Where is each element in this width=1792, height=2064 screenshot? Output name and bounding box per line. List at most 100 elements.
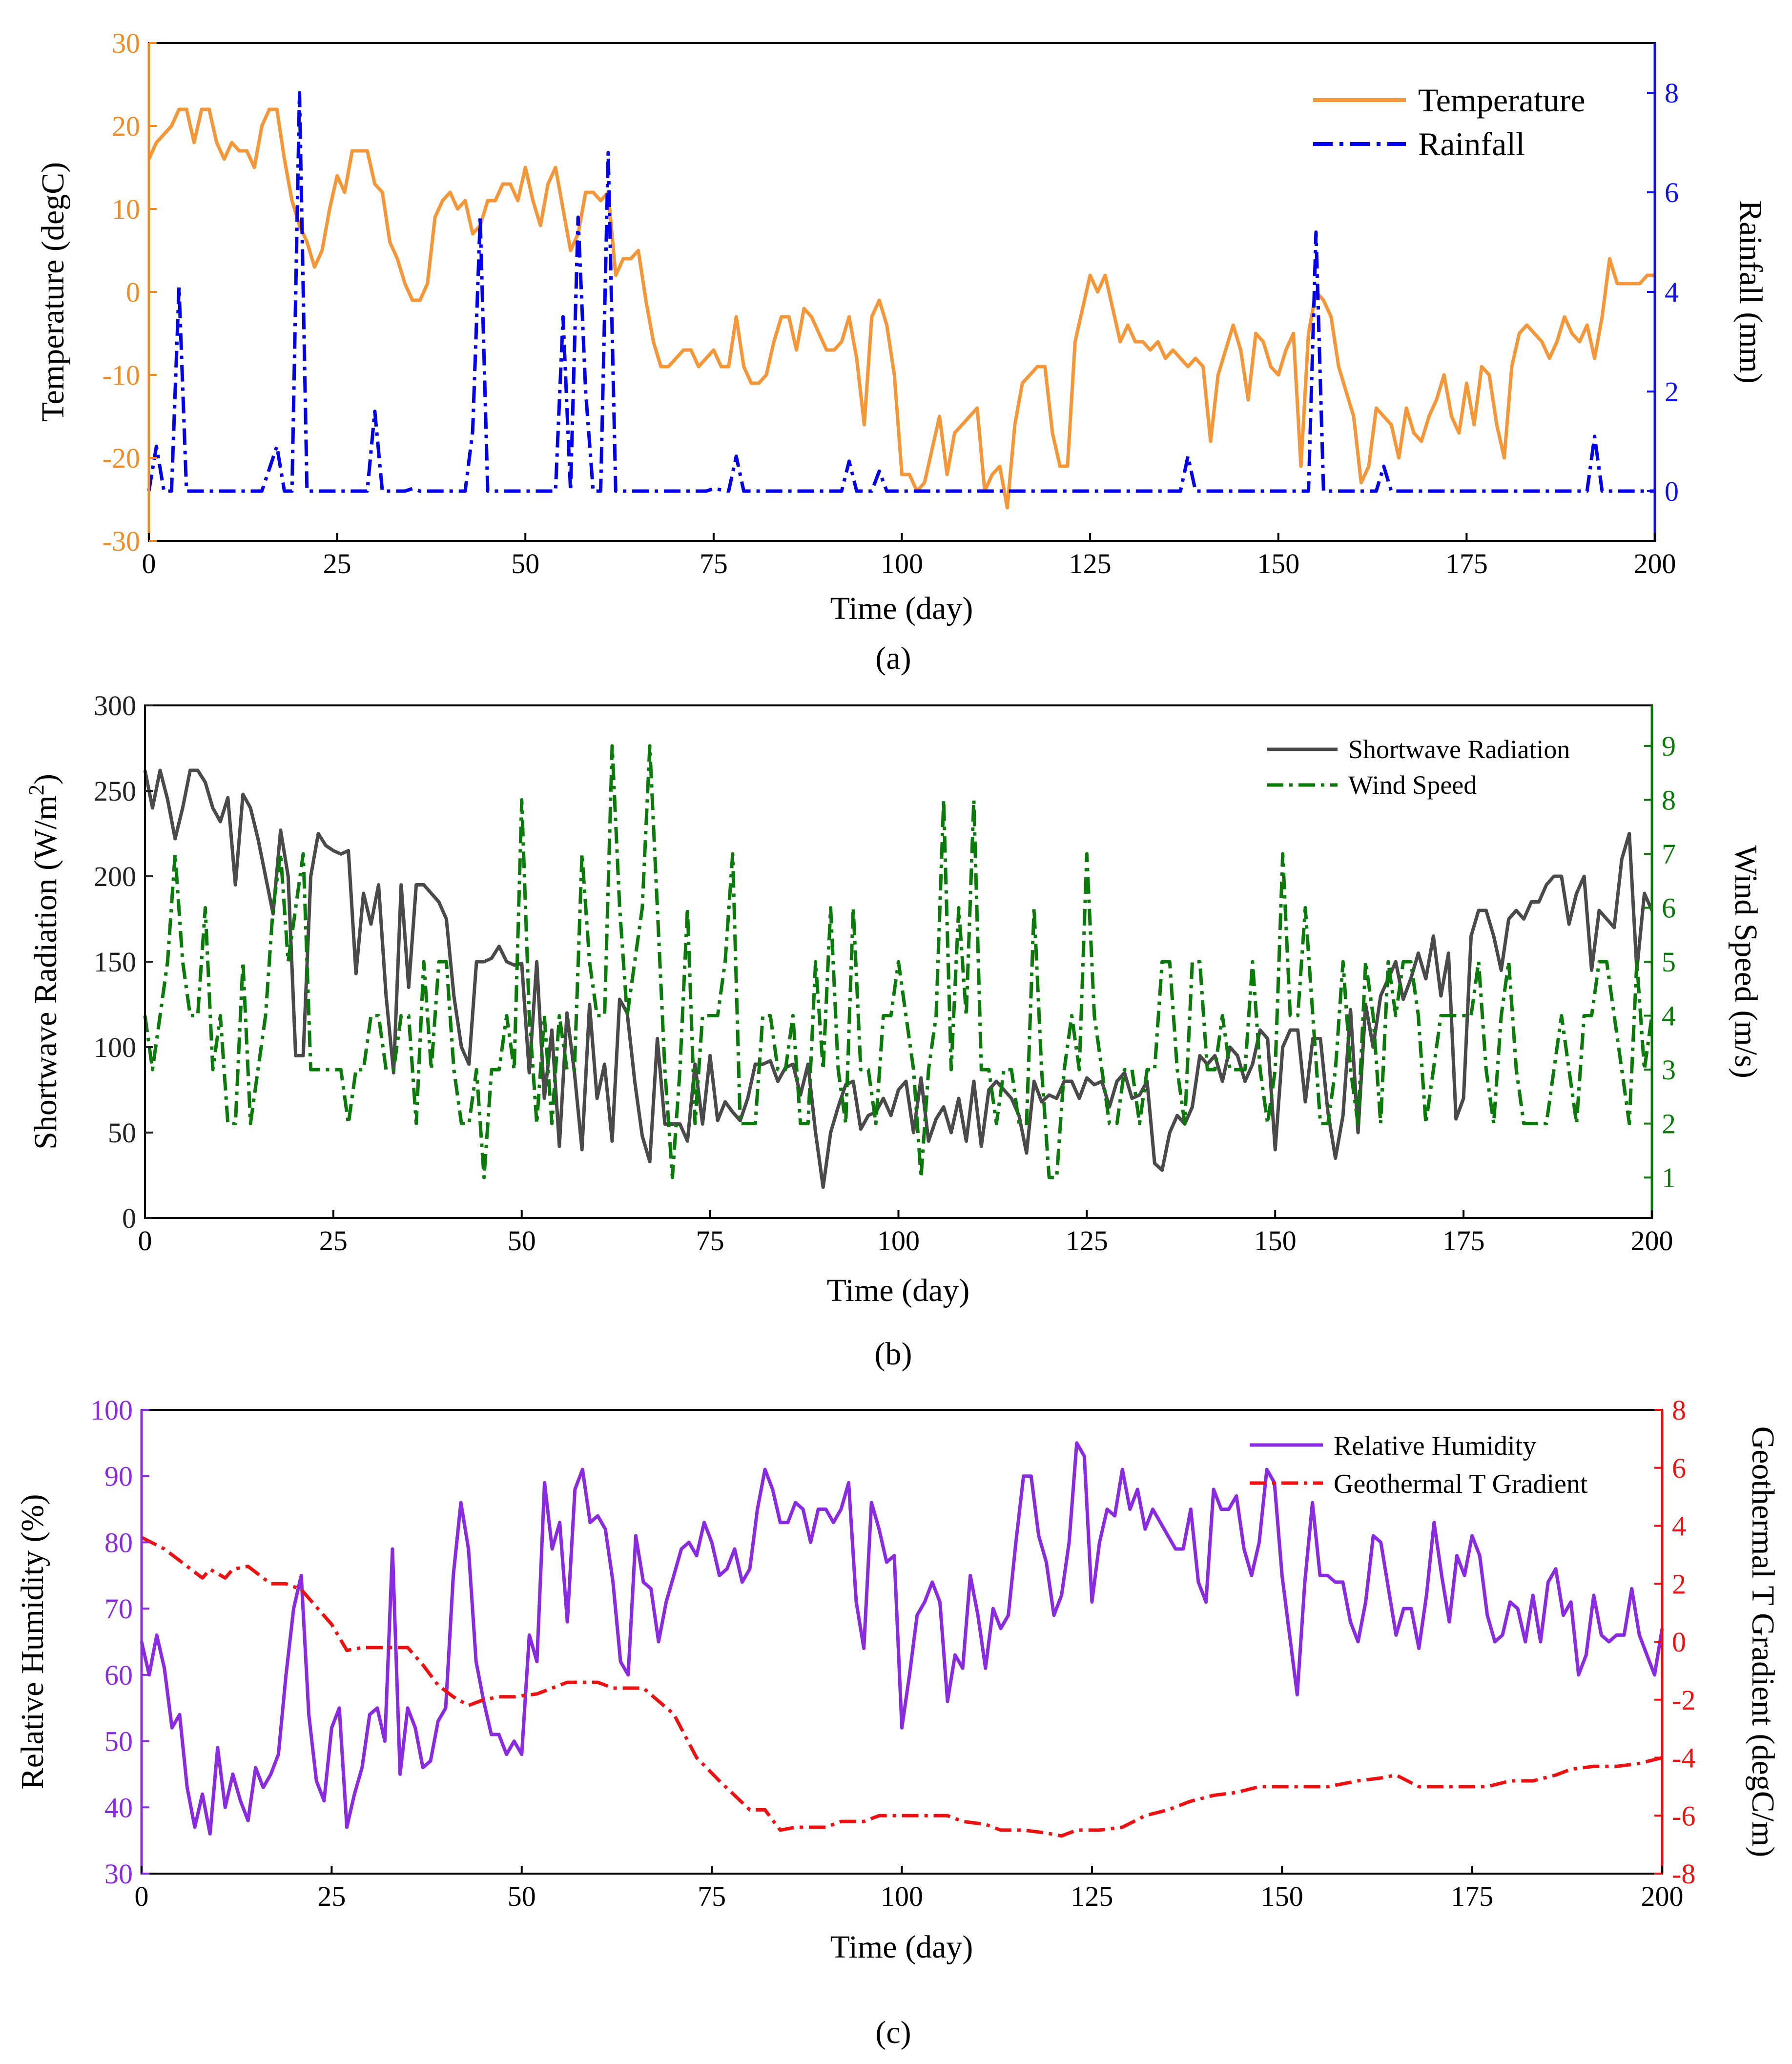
panel-b-xtick-label: 0 bbox=[138, 1225, 152, 1257]
panel-a-xtick-label: 200 bbox=[1634, 548, 1676, 579]
panel-c-series-geothermal-t-gradient bbox=[141, 1536, 1663, 1838]
panel-b-legend-label-shortwave: Shortwave Radiation bbox=[1348, 735, 1570, 764]
panel-c-legend-label-humidity: Relative Humidity bbox=[1334, 1431, 1536, 1461]
panel-c-xtick-label: 75 bbox=[698, 1880, 726, 1912]
panel-c-ytick-left-label: 40 bbox=[104, 1792, 133, 1823]
panel-b-ytick-left-label: 150 bbox=[94, 946, 136, 978]
panel-b-ytick-right-label: 8 bbox=[1662, 784, 1676, 816]
panel-b-ytick-right-label: 9 bbox=[1662, 730, 1676, 762]
panel-c-ytick-right-label: 4 bbox=[1672, 1510, 1686, 1542]
panel-a-ylabel-right: Rainfall (mm) bbox=[1733, 200, 1769, 384]
panel-b-xtick-label: 150 bbox=[1254, 1225, 1297, 1257]
panel-b-ytick-right-label: 7 bbox=[1662, 838, 1676, 870]
panel-a: 0 25 50 75 100 125 150 175 200 -30 -20 -10 0 10 20 30 0 2… bbox=[35, 27, 1769, 676]
panel-c-xtick-label: 200 bbox=[1641, 1880, 1684, 1912]
panel-b-ytick-right-label: 3 bbox=[1662, 1054, 1676, 1086]
panel-b-ytick-left-label: 0 bbox=[122, 1202, 136, 1234]
panel-b-caption: (b) bbox=[875, 1336, 912, 1372]
panel-b-ylabel-right: Wind Speed (m/s) bbox=[1728, 845, 1764, 1078]
panel-c-caption: (c) bbox=[875, 2015, 911, 2050]
panel-a-ticks: 0 25 50 75 100 125 150 175 200 -30 -20 -10 0 10 20 30 0 2… bbox=[103, 27, 1679, 579]
panel-a-xtick-label: 25 bbox=[323, 548, 351, 579]
panel-b-legend-label-wind: Wind Speed bbox=[1348, 770, 1477, 800]
panel-a-series-rainfall bbox=[147, 91, 1655, 493]
panel-b: 0 25 50 75 100 125 150 175 200050100150200250300… bbox=[24, 690, 1764, 1372]
panel-a-series-temperature bbox=[147, 107, 1655, 510]
panel-b-xtick-label: 175 bbox=[1442, 1225, 1485, 1257]
panel-b-ytick-right-label: 1 bbox=[1662, 1162, 1676, 1194]
panel-a-ylabel-left: Temperature (degC) bbox=[35, 162, 71, 422]
panel-a-xtick-label: 100 bbox=[881, 548, 923, 579]
panel-b-legend: Shortwave Radiation Wind Speed bbox=[1267, 735, 1570, 800]
panel-a-ytick-left-label: -30 bbox=[103, 525, 140, 557]
panel-c-ytick-right-label: 6 bbox=[1672, 1452, 1686, 1484]
panel-b-xtick-label: 100 bbox=[877, 1225, 920, 1257]
panel-c-ytick-right-label: 0 bbox=[1672, 1626, 1686, 1658]
panel-c-xtick-label: 125 bbox=[1071, 1880, 1113, 1912]
panel-c-xtick-label: 175 bbox=[1451, 1880, 1493, 1912]
panel-a-legend: Temperature Rainfall bbox=[1313, 82, 1586, 163]
panel-b-ticks: 0 25 50 75 100 125 150 175 200050100150200250300… bbox=[94, 690, 1676, 1257]
panel-c-ytick-right-label: 8 bbox=[1672, 1394, 1686, 1426]
panel-c-xtick-label: 100 bbox=[881, 1880, 923, 1912]
panel-c: 0 25 50 75 100 125 150 175 20030405060708090100-… bbox=[15, 1394, 1781, 2050]
panel-c-plot bbox=[140, 1441, 1664, 1838]
panel-a-xtick-label: 0 bbox=[142, 548, 156, 579]
panel-c-ytick-left-label: 30 bbox=[104, 1858, 133, 1890]
panel-c-ytick-right-label: -6 bbox=[1672, 1800, 1695, 1832]
panel-a-xtick-label: 50 bbox=[511, 548, 539, 579]
panel-c-ylabel-right: Geothermal T Gradient (degC/m) bbox=[1745, 1426, 1781, 1858]
panel-a-plot bbox=[147, 91, 1655, 510]
panel-a-ytick-right-label: 4 bbox=[1665, 276, 1679, 308]
panel-b-ytick-right-label: 4 bbox=[1662, 1000, 1676, 1032]
panel-b-ytick-right-label: 5 bbox=[1662, 946, 1676, 978]
panel-a-ytick-right-label: 8 bbox=[1665, 77, 1679, 109]
panel-c-ytick-right-label: -4 bbox=[1672, 1742, 1695, 1774]
panel-c-ytick-left-label: 80 bbox=[104, 1527, 133, 1558]
panel-b-ylabel-left: Shortwave Radiation (W/m2) bbox=[24, 774, 63, 1150]
panel-c-xtick-label: 0 bbox=[135, 1880, 149, 1912]
panel-c-ytick-left-label: 60 bbox=[104, 1659, 133, 1691]
panel-c-ytick-right-label: -2 bbox=[1672, 1684, 1695, 1716]
panel-c-ytick-left-label: 70 bbox=[104, 1593, 133, 1625]
panel-b-ytick-left-label: 100 bbox=[94, 1032, 136, 1063]
panel-b-series-wind-speed bbox=[143, 744, 1654, 1179]
panel-c-xtick-label: 50 bbox=[508, 1880, 536, 1912]
panel-c-ytick-right-label: 2 bbox=[1672, 1568, 1686, 1600]
panel-a-xtick-label: 75 bbox=[700, 548, 728, 579]
panel-a-ytick-left-label: 10 bbox=[112, 193, 140, 225]
panel-b-xtick-label: 125 bbox=[1066, 1225, 1108, 1257]
panel-a-ytick-left-label: 0 bbox=[126, 276, 140, 308]
panel-b-ytick-right-label: 6 bbox=[1662, 892, 1676, 924]
panel-c-xtick-label: 25 bbox=[317, 1880, 346, 1912]
panel-c-legend-label-gradient: Geothermal T Gradient bbox=[1334, 1469, 1588, 1499]
panel-c-legend: Relative Humidity Geothermal T Gradient bbox=[1250, 1431, 1588, 1499]
panel-c-xlabel: Time (day) bbox=[830, 1929, 973, 1965]
panel-b-ytick-left-label: 300 bbox=[94, 690, 136, 722]
panel-a-ytick-left-label: 20 bbox=[112, 110, 140, 142]
panel-a-ytick-left-label: -10 bbox=[103, 359, 140, 391]
panel-c-series-relative-humidity bbox=[140, 1441, 1664, 1836]
panel-b-ytick-left-label: 200 bbox=[94, 861, 136, 892]
panel-b-plot bbox=[143, 744, 1654, 1189]
panel-b-xlabel: Time (day) bbox=[827, 1273, 970, 1308]
panel-a-ytick-left-label: 30 bbox=[112, 27, 140, 59]
panel-c-ytick-left-label: 50 bbox=[104, 1726, 133, 1757]
panel-c-ylabel-left: Relative Humidity (%) bbox=[15, 1494, 50, 1790]
panel-b-xtick-label: 200 bbox=[1631, 1225, 1673, 1257]
panel-c-ytick-left-label: 90 bbox=[104, 1461, 133, 1492]
panel-b-xtick-label: 50 bbox=[508, 1225, 536, 1257]
panel-a-ytick-right-label: 6 bbox=[1665, 177, 1679, 208]
panel-a-ytick-right-label: 2 bbox=[1665, 376, 1679, 408]
panel-b-ytick-left-label: 50 bbox=[108, 1117, 136, 1149]
panel-a-legend-label-temperature: Temperature bbox=[1418, 82, 1586, 119]
panel-b-series-shortwave-radiation bbox=[143, 768, 1654, 1189]
panel-b-ytick-left-label: 250 bbox=[94, 775, 136, 807]
panel-c-ticks: 0 25 50 75 100 125 150 175 20030405060708090100-… bbox=[90, 1394, 1695, 1912]
panel-c-ytick-right-label: -8 bbox=[1672, 1858, 1695, 1890]
panel-a-xtick-label: 175 bbox=[1445, 548, 1488, 579]
panel-b-xtick-label: 75 bbox=[696, 1225, 724, 1257]
panel-a-ytick-left-label: -20 bbox=[103, 442, 140, 474]
panel-a-legend-label-rainfall: Rainfall bbox=[1418, 125, 1525, 163]
